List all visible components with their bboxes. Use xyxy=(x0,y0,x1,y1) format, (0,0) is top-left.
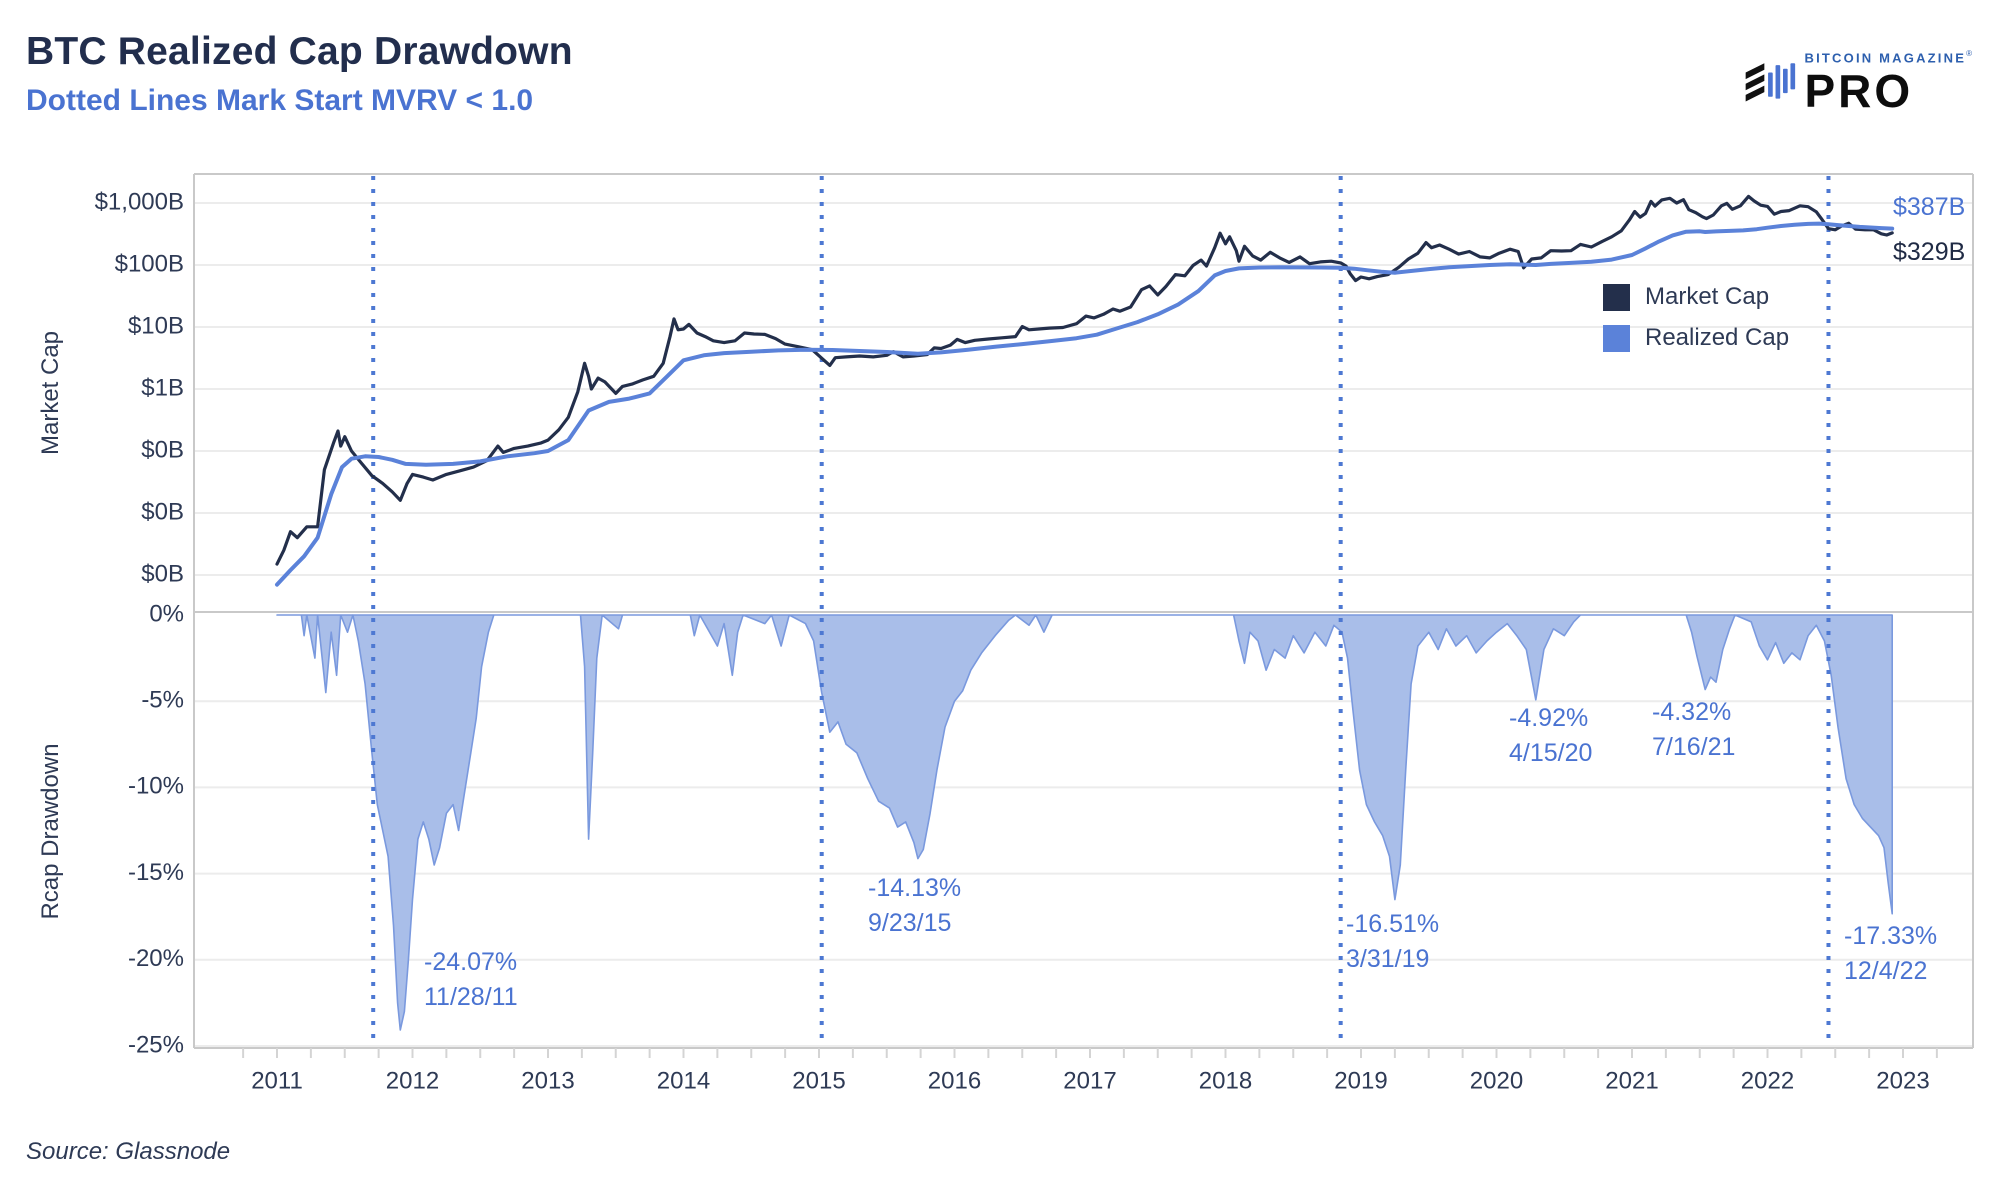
x-tick-label: 2015 xyxy=(792,1067,845,1094)
brand-logo: BITCOIN MAGAZINE® PRO xyxy=(1741,49,1973,118)
y-tick-label: $0B xyxy=(141,498,184,525)
page-title: BTC Realized Cap Drawdown xyxy=(26,30,573,73)
drawdown-annotation: -14.13% 9/23/15 xyxy=(868,874,961,937)
legend-item-market-cap[interactable]: Market Cap xyxy=(1603,283,1789,311)
x-tick-label: 2012 xyxy=(386,1067,439,1094)
chart-legend: Market Cap Realized Cap xyxy=(1603,283,1789,365)
y-tick-label: $0B xyxy=(141,560,184,587)
rcap-drawdown-area xyxy=(276,614,1893,1031)
realized-cap-end-label: $387B xyxy=(1893,193,1966,221)
y-tick-label: -5% xyxy=(141,687,184,714)
x-tick-label: 2011 xyxy=(251,1067,303,1094)
market-cap-line xyxy=(275,194,1894,566)
brand-name-large: PRO xyxy=(1804,65,1914,118)
x-tick-label: 2018 xyxy=(1199,1067,1252,1094)
realized-cap-line xyxy=(275,221,1895,587)
y-axis-title-rcap-drawdown: Rcap Drawdown xyxy=(37,743,64,919)
y-tick-label: $1,000B xyxy=(95,188,184,215)
x-tick-label: 2017 xyxy=(1063,1067,1116,1094)
drawdown-annotation: -4.32% 7/16/21 xyxy=(1652,698,1735,761)
y-tick-label: -10% xyxy=(128,773,184,800)
x-tick-label: 2019 xyxy=(1334,1067,1387,1094)
drawdown-annotation: -16.51% 3/31/19 xyxy=(1346,910,1439,973)
x-tick-label: 2016 xyxy=(928,1067,981,1094)
y-tick-label: $100B xyxy=(115,250,184,277)
x-tick-label: 2022 xyxy=(1741,1067,1794,1094)
y-tick-label: -15% xyxy=(128,859,184,886)
y-tick-label: $10B xyxy=(128,312,184,339)
y-tick-label: -25% xyxy=(128,1031,184,1058)
y-tick-label: $0B xyxy=(141,436,184,463)
drawdown-annotation: -4.92% 4/15/20 xyxy=(1509,704,1592,767)
x-tick-label: 2021 xyxy=(1605,1067,1658,1094)
legend-item-realized-cap[interactable]: Realized Cap xyxy=(1603,324,1789,352)
brand-logo-text: BITCOIN MAGAZINE® PRO xyxy=(1804,49,1973,118)
x-tick-label: 2014 xyxy=(657,1067,710,1094)
y-tick-label: $1B xyxy=(141,374,184,401)
legend-label: Realized Cap xyxy=(1645,324,1790,351)
drawdown-annotation: -24.07% 11/28/11 xyxy=(424,948,518,1011)
realized-cap-swatch xyxy=(1603,324,1630,352)
source-note: Source: Glassnode xyxy=(26,1138,231,1165)
y-tick-label: 0% xyxy=(149,600,184,627)
brand-name-small: BITCOIN MAGAZINE xyxy=(1804,50,1967,66)
y-tick-label: -20% xyxy=(128,945,184,972)
page-subtitle: Dotted Lines Mark Start MVRV < 1.0 xyxy=(26,84,534,117)
drawdown-annotation: -17.33% 12/4/22 xyxy=(1844,922,1937,985)
market-cap-swatch xyxy=(1603,283,1630,311)
y-axis-title-market-cap: Market Cap xyxy=(37,331,64,455)
legend-label: Market Cap xyxy=(1645,283,1770,310)
x-tick-label: 2023 xyxy=(1876,1067,1929,1094)
registered-mark: ® xyxy=(1966,49,1972,58)
bitcoin-magazine-logo-icon xyxy=(1741,52,1797,113)
x-tick-label: 2020 xyxy=(1470,1067,1523,1094)
x-tick-label: 2013 xyxy=(521,1067,574,1094)
market-cap-end-label: $329B xyxy=(1893,238,1966,266)
